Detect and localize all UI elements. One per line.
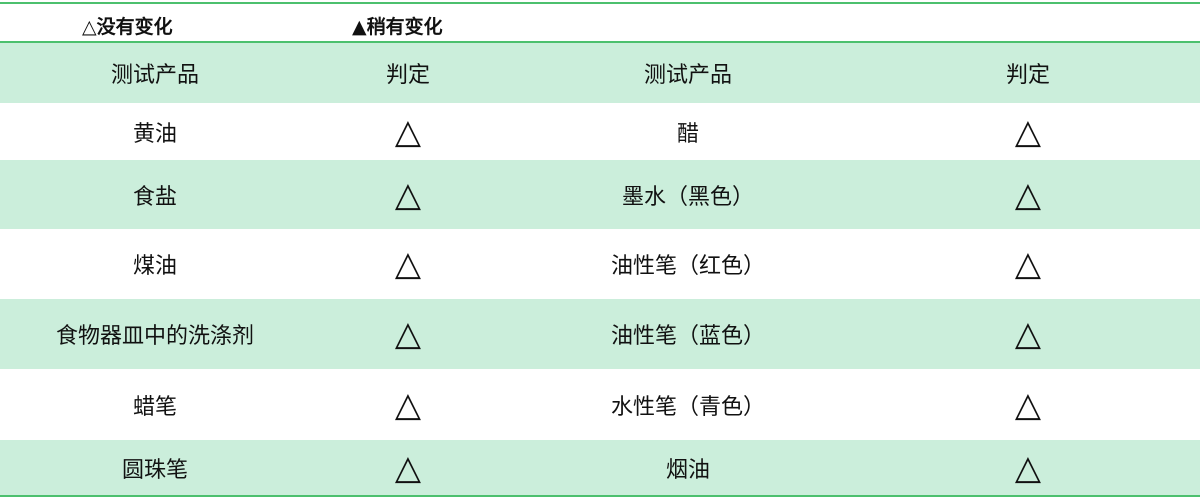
result-cell-2: △ [1014,111,1042,152]
product-cell-2: 油性笔（红色） [610,254,765,279]
product-cell-2: 醋 [676,121,699,147]
table-row: 圆珠笔 △ 烟油 △ [0,440,1200,495]
table-header: 测试产品 判定 测试产品 判定 [0,43,1200,103]
legend-no-change: △没有变化 [82,16,173,38]
header-product-2: 测试产品 [643,63,732,88]
result-cell: △ [394,384,422,425]
product-cell: 煤油 [132,254,177,279]
legend: △没有变化 ▲稍有变化 [0,4,1200,42]
product-cell: 黄油 [132,121,177,147]
product-cell: 食盐 [132,184,177,210]
product-cell-2: 烟油 [665,457,710,483]
result-cell-2: △ [1014,174,1042,215]
result-cell-2: △ [1014,447,1042,488]
table-row: 食物器皿中的洗涤剂 △ 油性笔（蓝色） △ [0,299,1200,369]
bottom-divider [0,495,1200,497]
product-cell-2: 水性笔（青色） [610,394,765,420]
result-cell: △ [394,447,422,488]
legend-divider [0,41,1200,43]
product-cell: 食物器皿中的洗涤剂 [55,324,254,349]
result-cell-2: △ [1014,384,1042,425]
result-cell: △ [394,314,422,354]
result-cell: △ [394,174,422,215]
product-cell-2: 油性笔（蓝色） [610,324,765,349]
header-product: 测试产品 [110,63,199,88]
product-cell: 圆珠笔 [121,457,188,483]
result-cell-2: △ [1014,314,1042,354]
header-result: 判定 [385,63,430,88]
table-row: 蜡笔 △ 水性笔（青色） △ [0,369,1200,440]
product-cell-2: 墨水（黑色） [621,184,754,210]
table-row: 黄油 △ 醋 △ [0,103,1200,160]
legend-slight-change: ▲稍有变化 [352,16,443,38]
product-cell: 蜡笔 [132,394,177,420]
top-divider [0,2,1200,4]
result-cell: △ [394,111,422,152]
header-result-2: 判定 [1005,63,1050,88]
result-cell-2: △ [1014,244,1042,284]
result-cell: △ [394,244,422,284]
table-row: 食盐 △ 墨水（黑色） △ [0,160,1200,229]
table-row: 煤油 △ 油性笔（红色） △ [0,229,1200,299]
